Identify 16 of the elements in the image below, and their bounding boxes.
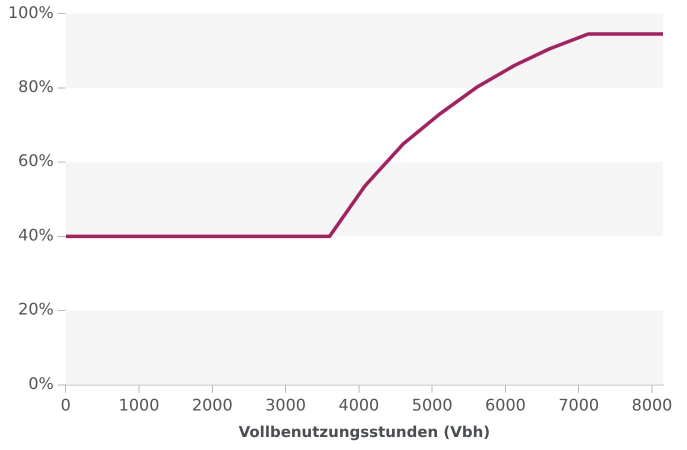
y-tick-label: 20% [18, 300, 54, 319]
x-tick-label: 5000 [412, 396, 453, 415]
x-tick-label: 1000 [118, 396, 160, 415]
x-tick-label: 4000 [338, 396, 380, 415]
y-tick-label: 40% [18, 225, 54, 244]
x-tick-label: 2000 [192, 396, 233, 415]
y-tick-label: 100% [8, 2, 54, 22]
x-tick-label: 8000 [632, 396, 672, 415]
x-tick-label: 6000 [485, 396, 526, 415]
x-tick-label: 0 [60, 396, 71, 415]
x-axis-title: Vollbenutzungsstunden (Vbh) [238, 422, 490, 441]
y-tick-label: 0% [28, 374, 54, 393]
x-tick-label: 7000 [558, 396, 600, 415]
x-tick-label: 3000 [265, 396, 306, 415]
y-tick-label: 80% [18, 76, 54, 96]
y-tick-label: 60% [18, 151, 54, 170]
